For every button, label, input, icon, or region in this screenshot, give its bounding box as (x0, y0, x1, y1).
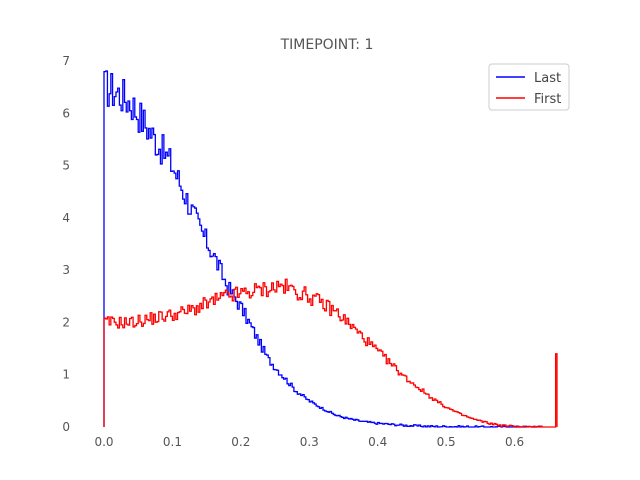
legend-label-last: Last (534, 71, 561, 86)
x-tick-label: 0.4 (368, 435, 387, 449)
y-tick-label: 1 (62, 368, 70, 382)
legend: Last First (488, 63, 570, 111)
y-tick-label: 4 (62, 211, 70, 225)
x-tick-label: 0.1 (163, 435, 182, 449)
legend-label-first: First (534, 92, 561, 107)
x-tick-label: 0.5 (437, 435, 456, 449)
x-tick-label: 0.3 (300, 435, 319, 449)
x-tick-label: 0.0 (94, 435, 113, 449)
y-tick-label: 6 (62, 106, 70, 120)
y-tick-label: 2 (62, 315, 70, 329)
y-tick-label: 5 (62, 159, 70, 173)
y-tick-label: 0 (62, 420, 70, 434)
y-tick-label: 3 (62, 263, 70, 277)
x-tick-label: 0.2 (231, 435, 250, 449)
y-tick-label: 7 (62, 54, 70, 68)
series-first-line (103, 278, 558, 428)
series-last-line (103, 70, 543, 428)
x-tick-label: 0.6 (505, 435, 524, 449)
chart-title: TIMEPOINT: 1 (280, 37, 374, 53)
